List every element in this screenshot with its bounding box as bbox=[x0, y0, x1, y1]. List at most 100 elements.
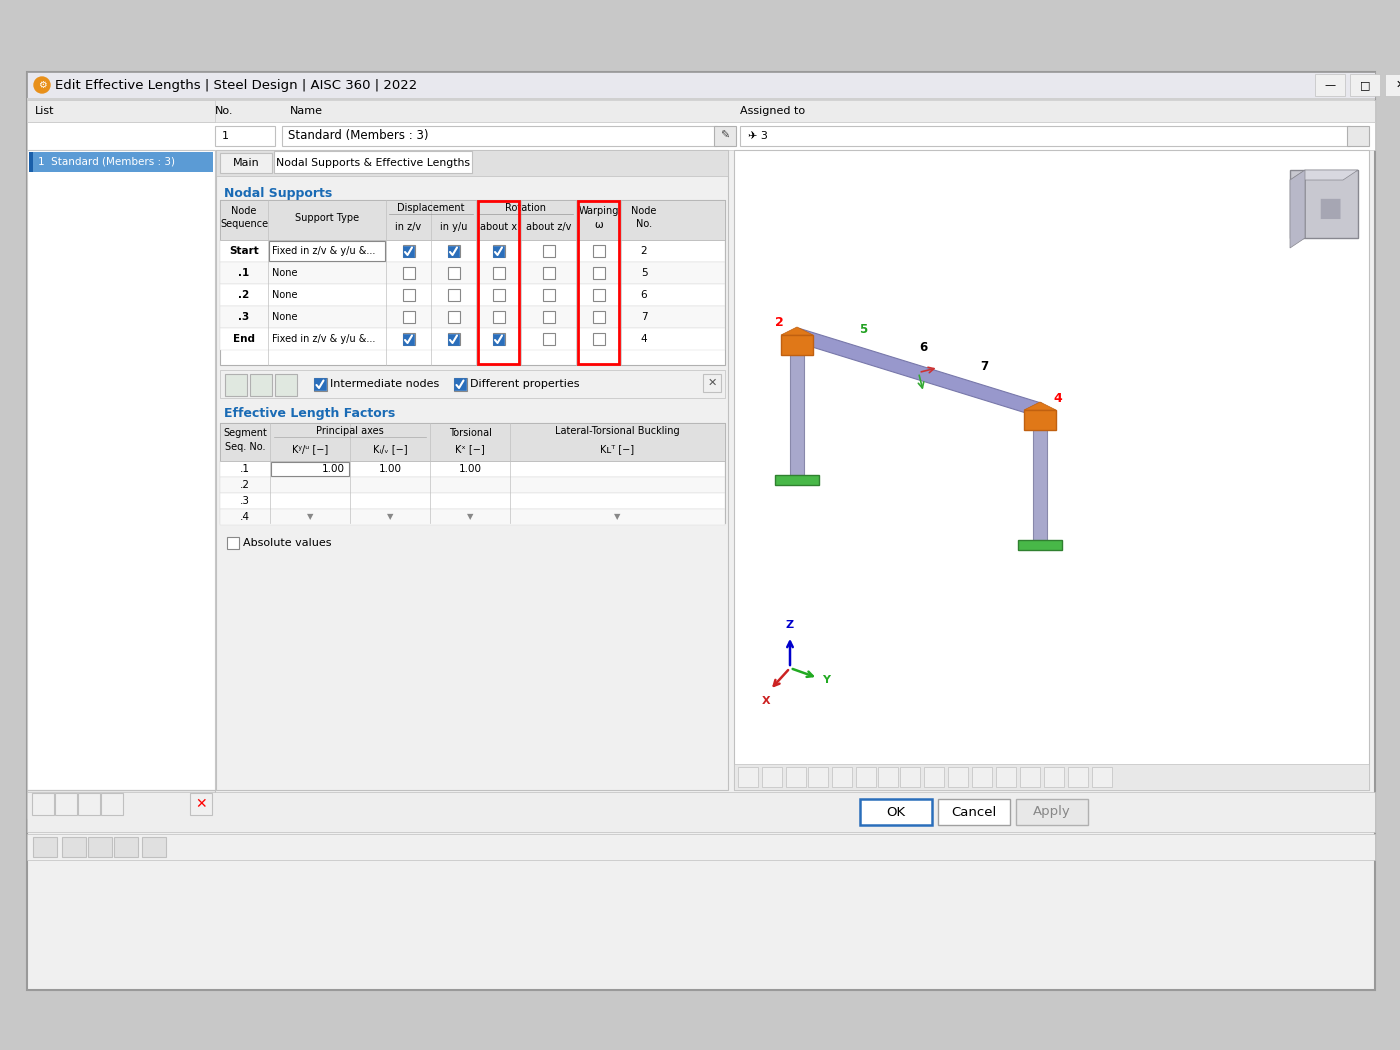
FancyBboxPatch shape bbox=[220, 477, 725, 493]
FancyBboxPatch shape bbox=[762, 766, 783, 788]
Text: OK: OK bbox=[886, 805, 906, 819]
FancyBboxPatch shape bbox=[190, 793, 211, 815]
FancyBboxPatch shape bbox=[227, 537, 239, 549]
FancyBboxPatch shape bbox=[448, 289, 459, 301]
FancyBboxPatch shape bbox=[1044, 766, 1064, 788]
Text: Intermediate nodes: Intermediate nodes bbox=[330, 379, 440, 388]
Text: ▼: ▼ bbox=[307, 512, 314, 522]
Text: 1: 1 bbox=[223, 131, 230, 141]
FancyBboxPatch shape bbox=[403, 333, 414, 345]
Text: ⚙: ⚙ bbox=[38, 80, 46, 90]
Text: Nodal Supports: Nodal Supports bbox=[224, 188, 332, 201]
Text: Y: Y bbox=[822, 675, 830, 685]
Text: 7: 7 bbox=[980, 360, 988, 373]
FancyBboxPatch shape bbox=[1289, 170, 1358, 238]
Text: .2: .2 bbox=[239, 480, 251, 490]
Text: .1: .1 bbox=[238, 268, 249, 278]
FancyBboxPatch shape bbox=[1068, 766, 1088, 788]
FancyBboxPatch shape bbox=[493, 333, 504, 345]
FancyBboxPatch shape bbox=[27, 72, 1375, 990]
FancyBboxPatch shape bbox=[101, 793, 123, 815]
Text: Kʟᵀ [−]: Kʟᵀ [−] bbox=[601, 444, 634, 454]
Text: about x: about x bbox=[480, 222, 517, 232]
FancyBboxPatch shape bbox=[776, 475, 819, 485]
Text: Z: Z bbox=[785, 620, 794, 630]
FancyBboxPatch shape bbox=[1023, 410, 1056, 430]
FancyBboxPatch shape bbox=[220, 370, 725, 398]
Text: .2: .2 bbox=[238, 290, 249, 300]
Text: ▼: ▼ bbox=[466, 512, 473, 522]
Text: Torsional: Torsional bbox=[448, 428, 491, 438]
FancyBboxPatch shape bbox=[281, 126, 717, 146]
FancyBboxPatch shape bbox=[216, 150, 728, 790]
Polygon shape bbox=[795, 329, 1042, 417]
FancyBboxPatch shape bbox=[220, 306, 725, 328]
FancyBboxPatch shape bbox=[493, 289, 504, 301]
FancyBboxPatch shape bbox=[62, 837, 85, 857]
FancyBboxPatch shape bbox=[995, 766, 1016, 788]
Text: ▼: ▼ bbox=[615, 512, 620, 522]
Text: ◼: ◼ bbox=[1317, 193, 1343, 223]
Text: End: End bbox=[232, 334, 255, 344]
FancyBboxPatch shape bbox=[790, 355, 804, 475]
Text: 2: 2 bbox=[641, 246, 647, 256]
FancyBboxPatch shape bbox=[1347, 126, 1369, 146]
FancyBboxPatch shape bbox=[220, 494, 725, 509]
FancyBboxPatch shape bbox=[403, 289, 414, 301]
Text: 2: 2 bbox=[774, 316, 784, 330]
FancyBboxPatch shape bbox=[1385, 74, 1400, 96]
FancyBboxPatch shape bbox=[27, 98, 1375, 100]
Text: 1  Standard (Members : 3): 1 Standard (Members : 3) bbox=[38, 158, 175, 167]
Text: ✎: ✎ bbox=[721, 131, 729, 141]
Text: X: X bbox=[762, 696, 770, 706]
FancyBboxPatch shape bbox=[493, 311, 504, 323]
FancyBboxPatch shape bbox=[251, 374, 272, 396]
FancyBboxPatch shape bbox=[269, 242, 385, 261]
Polygon shape bbox=[1289, 170, 1305, 248]
FancyBboxPatch shape bbox=[403, 311, 414, 323]
FancyBboxPatch shape bbox=[403, 267, 414, 279]
FancyBboxPatch shape bbox=[403, 245, 414, 257]
Text: List: List bbox=[35, 106, 55, 116]
Text: ω: ω bbox=[594, 220, 603, 230]
FancyBboxPatch shape bbox=[832, 766, 853, 788]
Text: 5: 5 bbox=[641, 268, 647, 278]
FancyBboxPatch shape bbox=[220, 262, 725, 284]
Text: 5: 5 bbox=[858, 322, 867, 336]
FancyBboxPatch shape bbox=[785, 766, 806, 788]
Text: Displacement: Displacement bbox=[398, 203, 465, 213]
FancyBboxPatch shape bbox=[738, 766, 757, 788]
Text: Standard (Members : 3): Standard (Members : 3) bbox=[288, 129, 428, 143]
Text: Kˣ [−]: Kˣ [−] bbox=[455, 444, 484, 454]
FancyBboxPatch shape bbox=[220, 284, 725, 306]
FancyBboxPatch shape bbox=[808, 766, 827, 788]
Text: ✕: ✕ bbox=[1396, 80, 1400, 90]
Polygon shape bbox=[1023, 402, 1056, 410]
FancyBboxPatch shape bbox=[900, 766, 920, 788]
FancyBboxPatch shape bbox=[592, 311, 605, 323]
FancyBboxPatch shape bbox=[27, 834, 1375, 860]
Text: 1.00: 1.00 bbox=[322, 464, 344, 474]
Text: Name: Name bbox=[290, 106, 323, 116]
Text: —: — bbox=[1324, 80, 1336, 90]
Circle shape bbox=[34, 77, 50, 93]
FancyBboxPatch shape bbox=[1350, 74, 1380, 96]
FancyBboxPatch shape bbox=[454, 378, 466, 390]
FancyBboxPatch shape bbox=[27, 790, 216, 818]
FancyBboxPatch shape bbox=[948, 766, 967, 788]
FancyBboxPatch shape bbox=[225, 374, 246, 396]
Text: 1.00: 1.00 bbox=[459, 464, 482, 474]
Text: None: None bbox=[272, 312, 297, 322]
Text: 4: 4 bbox=[641, 334, 647, 344]
Text: in y/u: in y/u bbox=[440, 222, 468, 232]
Text: Fixed in z/v & y/u &...: Fixed in z/v & y/u &... bbox=[272, 334, 375, 344]
FancyBboxPatch shape bbox=[543, 333, 554, 345]
FancyBboxPatch shape bbox=[27, 100, 216, 122]
FancyBboxPatch shape bbox=[703, 374, 721, 392]
Text: No.: No. bbox=[216, 106, 234, 116]
FancyBboxPatch shape bbox=[972, 766, 993, 788]
FancyBboxPatch shape bbox=[781, 335, 813, 355]
FancyBboxPatch shape bbox=[274, 151, 472, 173]
FancyBboxPatch shape bbox=[448, 245, 459, 257]
Text: .4: .4 bbox=[239, 512, 251, 522]
